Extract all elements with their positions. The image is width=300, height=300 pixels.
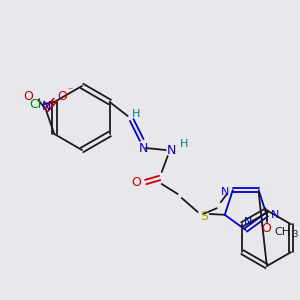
Text: O: O [262,222,272,235]
Text: S: S [200,209,208,223]
Text: O: O [131,176,141,188]
Text: H: H [131,109,140,119]
Text: 3: 3 [292,230,297,239]
Text: N: N [220,187,229,197]
Text: O: O [57,89,67,103]
Text: N: N [167,143,176,157]
Text: ⁻: ⁻ [68,86,73,96]
Text: CH: CH [274,227,291,237]
Text: N: N [270,210,279,220]
Text: N: N [139,142,148,154]
Text: O: O [23,89,33,103]
Text: N: N [244,217,252,227]
Text: H: H [179,139,188,149]
Text: Cl: Cl [29,98,41,110]
Text: N: N [42,100,51,112]
